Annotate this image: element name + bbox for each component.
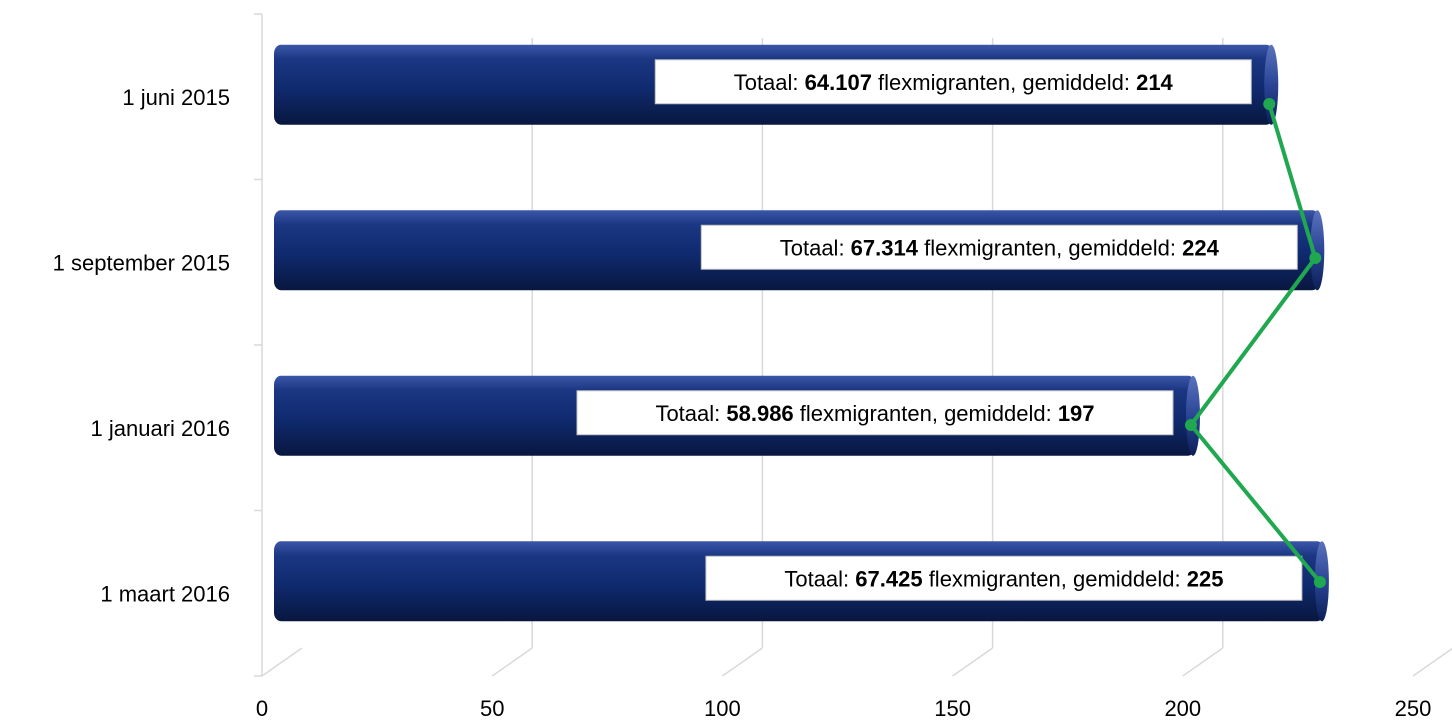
floor-gridline <box>721 647 763 677</box>
data-label: Totaal: 67.314 flexmigranten, gemiddeld:… <box>780 235 1220 260</box>
average-point <box>1263 98 1276 110</box>
x-tick-label: 250 <box>1395 696 1432 721</box>
x-tick-label: 100 <box>704 696 741 721</box>
data-label-box <box>654 59 1252 105</box>
data-label-box <box>576 390 1174 436</box>
average-point <box>1184 419 1197 431</box>
bar-end-cap <box>1310 210 1325 291</box>
x-tick-label: 200 <box>1164 696 1201 721</box>
bars-group <box>274 44 1329 622</box>
y-category-label: 1 juni 2015 <box>122 85 230 110</box>
x-tick-label: 150 <box>934 696 971 721</box>
floor-gridline <box>952 647 994 677</box>
average-point <box>1309 252 1322 264</box>
average-point <box>1313 576 1326 588</box>
floor-gridline <box>1182 647 1224 677</box>
y-category-label: 1 januari 2016 <box>91 416 230 441</box>
data-labels-group: Totaal: 64.107 flexmigranten, gemiddeld:… <box>576 59 1303 601</box>
average-line-group <box>1184 98 1326 588</box>
average-line <box>1188 103 1322 584</box>
axes-group: 0 50 100 150 200 250 1 juni 2015 1 september 20… <box>53 13 1432 721</box>
y-category-label: 1 maart 2016 <box>100 581 230 606</box>
y-category-label: 1 september 2015 <box>53 250 230 275</box>
floor-gridline <box>261 647 303 677</box>
data-label-box <box>705 555 1303 601</box>
data-label-box <box>700 224 1298 270</box>
data-label: Totaal: 58.986 flexmigranten, gemiddeld:… <box>655 401 1094 426</box>
floor-gridline <box>491 647 533 677</box>
data-label: Totaal: 64.107 flexmigranten, gemiddeld:… <box>734 70 1174 95</box>
data-label: Totaal: 67.425 flexmigranten, gemiddeld:… <box>784 566 1223 591</box>
x-tick-label: 50 <box>480 696 504 721</box>
x-tick-label: 0 <box>256 696 268 721</box>
bar-end-cap <box>1185 375 1200 456</box>
floor-gridline <box>1412 647 1452 677</box>
